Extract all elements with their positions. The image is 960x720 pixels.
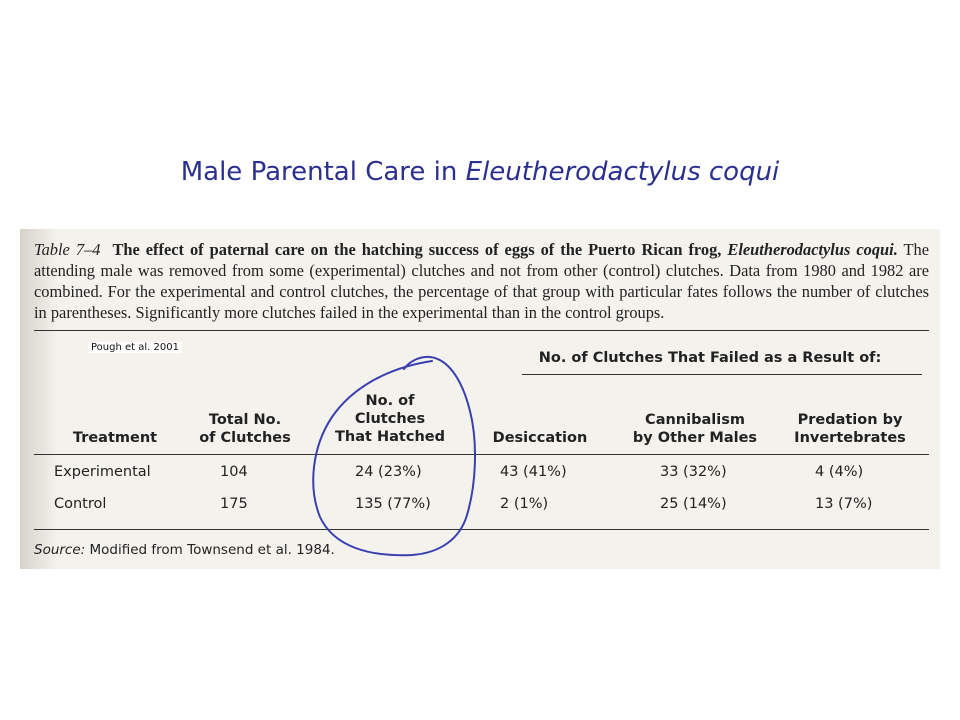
header-rule — [34, 454, 929, 455]
source-text: Modified from Townsend et al. 1984. — [85, 542, 335, 558]
group-header: No. of Clutches That Failed as a Result … — [538, 350, 882, 366]
caption-species: Eleutherodactylus coqui. — [727, 240, 898, 259]
col-header-total: Total No. of Clutches — [199, 412, 291, 446]
source-note: Source: Modified from Townsend et al. 19… — [34, 542, 335, 558]
page-gutter-shadow — [20, 229, 58, 569]
row-experimental-desiccation: 43 (41%) — [500, 464, 567, 480]
row-experimental-hatched: 24 (23%) — [355, 464, 422, 480]
bottom-rule — [34, 529, 929, 530]
row-control-predation: 13 (7%) — [815, 496, 873, 512]
source-label: Source: — [34, 542, 86, 558]
row-control-cannibalism: 25 (14%) — [660, 496, 727, 512]
caption-rule — [34, 330, 929, 331]
citation-label: Pough et al. 2001 — [88, 342, 182, 353]
row-experimental-treatment: Experimental — [54, 464, 151, 480]
slide-title: Male Parental Care in Eleutherodactylus … — [180, 157, 780, 187]
col-header-cannibalism: Cannibalism by Other Males — [632, 412, 758, 446]
group-header-rule — [522, 374, 922, 375]
col-header-desiccation: Desiccation — [492, 430, 588, 446]
row-experimental-total: 104 — [220, 464, 248, 480]
table-scan: Table 7–4 The effect of paternal care on … — [20, 229, 940, 569]
col-header-predation: Predation by Invertebrates — [794, 412, 906, 446]
table-number: Table 7–4 — [34, 240, 101, 259]
row-experimental-cannibalism: 33 (32%) — [660, 464, 727, 480]
hand-drawn-circle-annotation — [312, 355, 476, 557]
col-header-treatment: Treatment — [72, 430, 158, 446]
caption-bold: The effect of paternal care on the hatch… — [112, 240, 722, 259]
row-control-total: 175 — [220, 496, 248, 512]
col-header-hatched: No. of Clutches That Hatched — [335, 393, 445, 445]
row-control-hatched: 135 (77%) — [355, 496, 431, 512]
row-experimental-predation: 4 (4%) — [815, 464, 864, 480]
row-control-treatment: Control — [54, 496, 107, 512]
title-species: Eleutherodactylus coqui — [465, 157, 780, 187]
table-caption: Table 7–4 The effect of paternal care on … — [34, 239, 929, 323]
row-control-desiccation: 2 (1%) — [500, 496, 549, 512]
caption-text: The attending male was removed from some… — [34, 240, 929, 322]
